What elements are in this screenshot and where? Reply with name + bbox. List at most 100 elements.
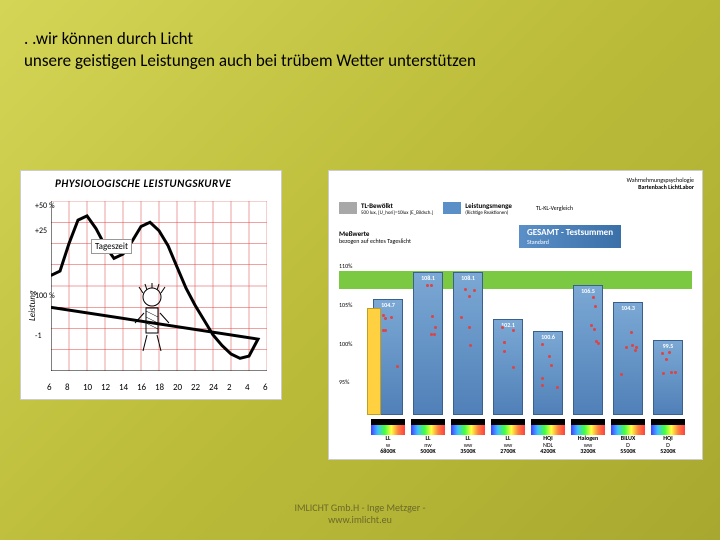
data-dot: [469, 344, 472, 347]
bar-value: 102.1: [493, 321, 523, 329]
legend-swatch: [443, 202, 461, 214]
bar-x-label: HQID5200K: [651, 435, 685, 455]
left-x-tick: 20: [173, 382, 182, 393]
bar: 100.6: [533, 241, 563, 415]
data-dot: [384, 317, 387, 320]
bar: 108.1: [413, 241, 443, 415]
data-dot: [501, 326, 504, 329]
data-dot: [382, 329, 385, 332]
spectrum-icon: [651, 419, 685, 435]
right-chart-header: Wahrnehmungspsychologie Bartenbach Licht…: [627, 177, 694, 190]
bar-value: 108.1: [453, 274, 483, 282]
bar-x-label: BILUXD5500K: [611, 435, 645, 455]
data-dot: [630, 331, 633, 334]
left-y-tick: +50 %: [35, 201, 55, 211]
bar: 99.5: [653, 241, 683, 415]
spectrum-icon: [451, 419, 485, 435]
thinking-person-doodle: [129, 283, 175, 353]
data-dot: [594, 305, 597, 308]
bar-value: 100.6: [533, 333, 563, 341]
data-dot: [668, 351, 671, 354]
right-chart-legend: TL-Bewölkt500 lux, [U_hori]=10lux [E_Bil…: [339, 193, 694, 223]
left-x-tick: 2: [227, 382, 232, 393]
left-x-tick: 14: [119, 382, 128, 393]
left-y-tick: -1: [35, 331, 42, 341]
data-dot: [665, 358, 668, 361]
legend-item: TL-Bewölkt500 lux, [U_hori]=10lux [E_Bil…: [339, 193, 433, 223]
data-dot: [433, 333, 436, 336]
right-y-tick: 100%: [339, 340, 352, 348]
left-x-tick: 12: [101, 382, 110, 393]
bar-fill: [533, 331, 563, 415]
bar-x-label: LLww2700K: [491, 435, 525, 455]
left-x-tick: 18: [155, 382, 164, 393]
bar-area: 104.7 108.1 108.1 102.1 100.6 106.5 104.3 99.5: [373, 243, 692, 415]
spectrum-icon: [491, 419, 525, 435]
bar-fill: [573, 285, 603, 416]
slide-title: . .wir können durch Licht unsere geistig…: [24, 28, 476, 72]
bar: 106.5: [573, 241, 603, 415]
slide-footer: IMLICHT Gmb.H - Inge Metzger - www.imlic…: [0, 502, 720, 526]
data-dot: [434, 326, 437, 329]
bar: 102.1: [493, 241, 523, 415]
data-dot: [390, 316, 393, 319]
left-x-tick: 24: [209, 382, 218, 393]
data-dot: [556, 386, 559, 389]
footer-line2: www.imlicht.eu: [0, 514, 720, 526]
legend-swatch: [339, 202, 357, 214]
bar-x-label: LLnw5000K: [411, 435, 445, 455]
bar-value: 106.5: [573, 287, 603, 295]
data-dot: [635, 346, 638, 349]
data-dot: [426, 284, 429, 287]
bar-x-label: HQINDL4200K: [531, 435, 565, 455]
left-x-tick: 8: [65, 382, 70, 393]
bar-x-label: Halogenww3200K: [571, 435, 605, 455]
left-x-tick: 6: [263, 382, 268, 393]
right-bar-chart: Wahrnehmungspsychologie Bartenbach Licht…: [328, 170, 703, 460]
spectrum-icon: [571, 419, 605, 435]
data-dot: [634, 349, 637, 352]
data-dot: [503, 350, 506, 353]
left-chart-tag: Tageszeit: [91, 239, 132, 254]
spectrum-icon: [371, 419, 405, 435]
left-chart-title: PHYSIOLOGISCHE LEISTUNGSKURVE: [55, 177, 231, 190]
right-y-tick: 110%: [339, 262, 352, 270]
bar: 108.1: [453, 241, 483, 415]
right-y-tick: 105%: [339, 301, 352, 309]
bar-fill: [413, 272, 443, 415]
bar-fill: [493, 319, 523, 415]
bar-value: 99.5: [653, 342, 683, 350]
bar-x-label: LLww3500K: [451, 435, 485, 455]
legend-item: Leistungsmenge(Richtige Reaktionen)TL-KL…: [443, 193, 573, 223]
data-dot: [670, 371, 673, 374]
title-line2: unsere geistigen Leistungen auch bei trü…: [24, 50, 476, 72]
left-x-tick: 6: [47, 382, 52, 393]
yellow-ref-bar: [367, 308, 381, 415]
left-x-tick: 4: [245, 382, 250, 393]
bar-x-label: LLw6800K: [371, 435, 405, 455]
right-y-tick: 95%: [339, 378, 349, 386]
data-dot: [430, 284, 433, 287]
spectrum-icon: [611, 419, 645, 435]
bar-fill: [613, 302, 643, 415]
left-x-tick: 22: [191, 382, 200, 393]
bar-fill: [453, 272, 483, 415]
data-dot: [674, 371, 677, 374]
data-dot: [464, 288, 467, 291]
data-dot: [590, 324, 593, 327]
left-x-tick: 16: [137, 382, 146, 393]
left-y-tick: 100 %: [35, 291, 55, 301]
left-physiological-chart: PHYSIOLOGISCHE LEISTUNGSKURVE Leistung T…: [20, 170, 282, 400]
bar: 104.3: [613, 241, 643, 415]
bar: 104.7: [373, 241, 403, 415]
left-x-tick: 10: [83, 382, 92, 393]
left-y-tick: +25: [35, 226, 47, 236]
data-dot: [431, 315, 434, 318]
bar-value: 104.3: [613, 304, 643, 312]
title-line1: . .wir können durch Licht: [24, 28, 476, 50]
data-dot: [592, 296, 595, 299]
data-dot: [503, 341, 506, 344]
spectrum-icon: [411, 419, 445, 435]
bar-value: 108.1: [413, 274, 443, 282]
spectrum-icon: [531, 419, 565, 435]
